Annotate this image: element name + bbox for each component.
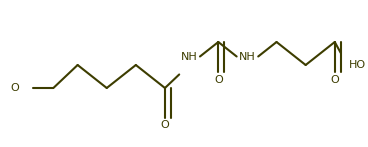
Text: NH: NH: [239, 52, 256, 62]
Text: O: O: [330, 75, 339, 85]
Text: O: O: [214, 75, 223, 85]
Text: O: O: [160, 120, 169, 130]
Text: NH: NH: [181, 52, 198, 62]
Text: HO: HO: [349, 60, 367, 70]
Text: O: O: [11, 83, 20, 93]
